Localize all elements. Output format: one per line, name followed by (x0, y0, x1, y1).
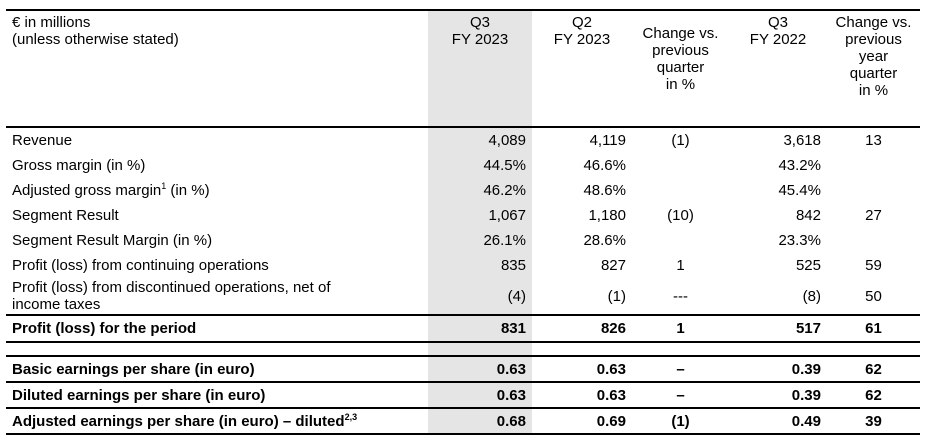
row-label: Profit (loss) from discontinued operatio… (6, 278, 428, 316)
table-row-segment-result: Segment Result 1,067 1,180 (10) 842 27 (6, 203, 920, 228)
footnote-ref: 1 (161, 181, 167, 191)
table-header: € in millions (unless otherwise stated) … (6, 9, 920, 128)
table-row-profit-discontinued: Profit (loss) from discontinued operatio… (6, 278, 920, 316)
table-row-profit-period: Profit (loss) for the period 831 826 1 5… (6, 315, 920, 343)
spacer-row (6, 342, 920, 356)
col-header-q3-fy2023: Q3 FY 2023 (428, 9, 532, 128)
col-header-change-quarter: Change vs. previous quarter in % (632, 9, 729, 128)
table-row-adjusted-eps: Adjusted earnings per share (in euro) – … (6, 408, 920, 435)
table-row-revenue: Revenue 4,089 4,119 (1) 3,618 13 (6, 127, 920, 153)
row-label: Adjusted gross margin1 (in %) (12, 181, 210, 200)
table-row-segment-result-margin: Segment Result Margin (in %) 26.1% 28.6%… (6, 228, 920, 253)
footnote-ref: 2,3 (344, 411, 358, 422)
col-header-q3-fy2022: Q3 FY 2022 (729, 9, 827, 128)
table-row-diluted-eps: Diluted earnings per share (in euro) 0.6… (6, 382, 920, 409)
table-row-adjusted-gross-margin: Adjusted gross margin1 (in %) 46.2% 48.6… (6, 178, 920, 203)
financial-summary-table: € in millions (unless otherwise stated) … (6, 9, 920, 435)
row-label: Adjusted earnings per share (in euro) – … (6, 408, 428, 435)
col-header-change-year: Change vs. previous year quarter in % (827, 9, 920, 128)
unit-note: € in millions (unless otherwise stated) (6, 9, 428, 128)
table-body: Revenue 4,089 4,119 (1) 3,618 13 Gross m… (6, 127, 920, 435)
table-row-gross-margin: Gross margin (in %) 44.5% 46.6% 43.2% (6, 153, 920, 178)
table-row-profit-continuing: Profit (loss) from continuing operations… (6, 253, 920, 278)
table-row-basic-eps: Basic earnings per share (in euro) 0.63 … (6, 355, 920, 383)
col-header-q2-fy2023: Q2 FY 2023 (532, 9, 632, 128)
